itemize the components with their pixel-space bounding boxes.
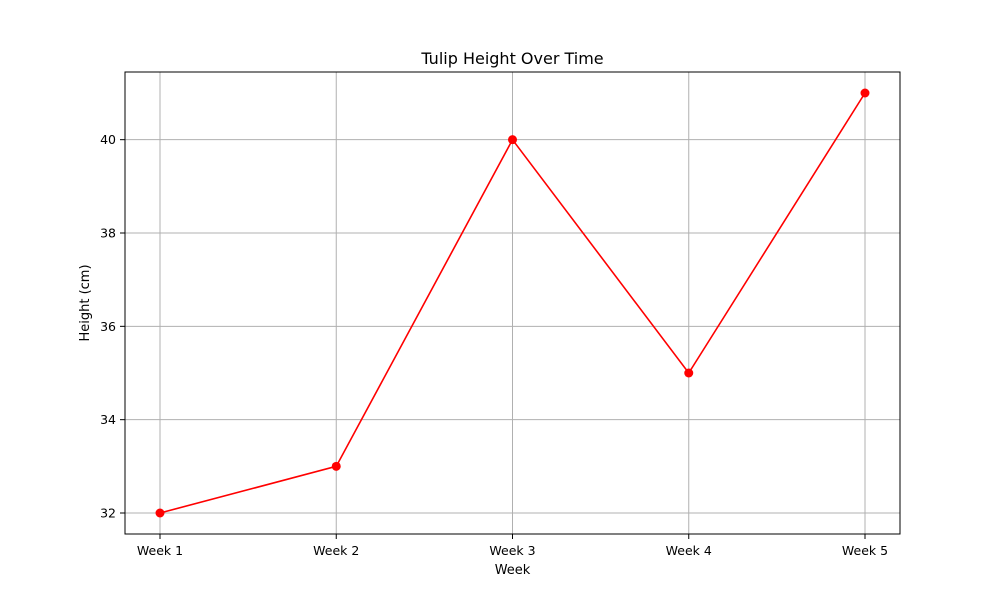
x-tick-label: Week 4: [666, 543, 712, 558]
data-point: [508, 135, 517, 145]
y-tick-label: 32: [100, 506, 116, 521]
axis-ticks: Week 1 Week 2 Week 3 Week 4 Week 5 32 34 36 38 40: [100, 132, 888, 558]
grid-lines: [125, 72, 900, 534]
x-tick-label: Week 1: [137, 543, 183, 558]
data-point: [331, 461, 341, 471]
y-tick-label: 36: [100, 319, 116, 334]
x-tick-label: Week 2: [313, 543, 359, 558]
data-point: [684, 368, 694, 378]
x-axis-label: Week: [495, 563, 531, 578]
y-tick-label: 40: [100, 132, 116, 147]
y-tick-label: 38: [100, 226, 116, 241]
data-point: [155, 508, 165, 518]
series-layer: [155, 88, 870, 518]
x-tick-label: Week 3: [489, 543, 535, 558]
y-tick-label: 34: [100, 412, 116, 427]
chart-title: Tulip Height Over Time: [420, 49, 603, 68]
y-axis-label: Height (cm): [78, 264, 93, 341]
x-tick-label: Week 5: [842, 543, 888, 558]
data-point: [860, 88, 870, 98]
